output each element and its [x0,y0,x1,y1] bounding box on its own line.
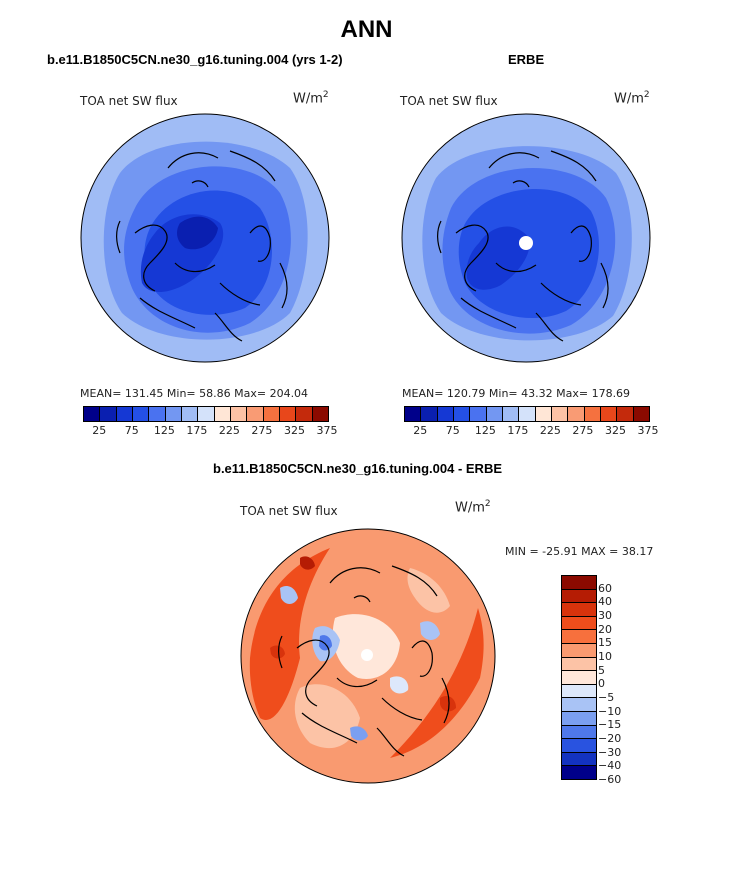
colorbar-swatch [562,616,596,631]
colorbar-swatch [437,407,454,421]
panel-3-units: W/m2 [455,499,491,516]
main-title: ANN [340,16,393,43]
colorbar-label: 75 [124,424,139,437]
colorbar-label: −10 [598,704,622,718]
colorbar-swatch [633,407,649,421]
colorbar-swatch [132,407,150,421]
colorbar-swatch [453,407,471,421]
panel-1-variable: TOA net SW flux [80,94,178,108]
colorbar-swatch [562,725,596,740]
colorbar-label: −15 [598,718,622,732]
colorbar-swatch [296,407,313,421]
colorbar-label: 225 [218,424,240,437]
colorbar-swatch [486,407,503,421]
panel-2-units: W/m2 [614,90,650,107]
colorbar-swatch [551,407,569,421]
colorbar-swatch [405,407,422,421]
colorbar-label: 325 [283,424,305,437]
colorbar-label: 25 [413,424,428,437]
colorbar-swatch [562,603,596,617]
colorbar-swatch [562,698,596,712]
colorbar-label: 375 [316,424,338,437]
colorbar-swatch [562,657,596,672]
colorbar-label: 15 [598,636,612,650]
colorbar-swatch [149,407,166,421]
panel-1-stats: MEAN= 131.45 Min= 58.86 Max= 204.04 [80,387,309,400]
panel-3-polar-map [240,528,496,784]
panel-1-colorbar [83,406,329,422]
colorbar-swatch [562,684,596,699]
colorbar-label: 325 [604,424,626,437]
colorbar-swatch [421,407,438,421]
colorbar-swatch [230,407,248,421]
colorbar-swatch [214,407,231,421]
colorbar-swatch [562,766,596,779]
colorbar-swatch [535,407,552,421]
panel-2-stats: MEAN= 120.79 Min= 43.32 Max= 178.69 [402,387,631,400]
panel-1-units: W/m2 [293,90,329,107]
panel-1-colorbar-labels: 25 75 125 175 225 275 325 375 [83,424,337,438]
colorbar-swatch [198,407,215,421]
panel-3-colorbar [561,575,597,780]
panel-3-colorbar-labels: 60 40 30 20 15 10 5 0 −5 −10 −15 −20 −30 −40 −60 [598,575,638,786]
colorbar-label: 375 [637,424,659,437]
colorbar-label: −60 [598,773,622,786]
colorbar-label: 10 [598,650,612,663]
colorbar-swatch [617,407,634,421]
colorbar-swatch [279,407,297,421]
colorbar-swatch [263,407,280,421]
colorbar-label: 30 [598,609,612,622]
colorbar-label: 25 [92,424,107,437]
panel-2-title: ERBE [508,52,545,67]
colorbar-swatch [562,739,596,753]
colorbar-label: −5 [598,691,615,704]
colorbar-swatch [562,671,596,685]
colorbar-label: 225 [539,424,561,437]
colorbar-label: 75 [445,424,460,437]
colorbar-label: 275 [572,424,594,437]
colorbar-label: 40 [598,595,612,609]
colorbar-swatch [584,407,601,421]
panel-1-title: b.e11.B1850C5CN.ne30_g16.tuning.004 (yrs… [47,52,343,67]
colorbar-swatch [600,407,618,421]
colorbar-label: 275 [251,424,273,437]
panel-2-polar-map [401,113,651,363]
colorbar-swatch [84,407,101,421]
colorbar-label: 20 [598,622,612,636]
colorbar-swatch [312,407,328,421]
colorbar-label: 0 [598,677,605,691]
panel-2-colorbar-labels: 25 75 125 175 225 275 325 375 [404,424,658,438]
colorbar-swatch [502,407,520,421]
panel-3-variable: TOA net SW flux [240,504,338,518]
colorbar-swatch [568,407,585,421]
colorbar-label: 5 [598,663,605,677]
colorbar-swatch [562,711,596,726]
colorbar-swatch [519,407,536,421]
colorbar-swatch [116,407,133,421]
panel-2-colorbar [404,406,650,422]
colorbar-swatch [165,407,182,421]
colorbar-label: 60 [598,581,612,595]
colorbar-label: 125 [474,424,496,437]
colorbar-label: −20 [598,732,622,745]
colorbar-label: 175 [507,424,529,437]
colorbar-swatch [100,407,117,421]
colorbar-swatch [247,407,264,421]
colorbar-label: −40 [598,759,622,773]
colorbar-swatch [562,630,596,644]
panel-2-variable: TOA net SW flux [400,94,498,108]
panel-3-stats: MIN = -25.91 MAX = 38.17 [505,545,654,558]
colorbar-swatch [562,643,596,658]
colorbar-label: −30 [598,745,622,759]
panel-3-title: b.e11.B1850C5CN.ne30_g16.tuning.004 - ER… [213,461,503,476]
colorbar-swatch [562,752,596,767]
colorbar-swatch [562,576,596,590]
colorbar-label: 175 [186,424,208,437]
colorbar-swatch [562,589,596,604]
colorbar-swatch [470,407,487,421]
panel-1-polar-map [80,113,330,363]
colorbar-label: 125 [153,424,175,437]
colorbar-swatch [181,407,199,421]
